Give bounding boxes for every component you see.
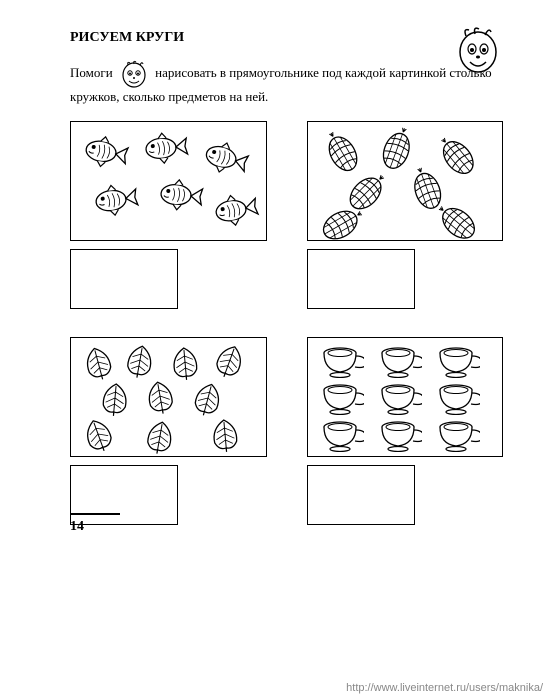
page-number: 14	[70, 519, 84, 535]
cup-box-answer[interactable]	[307, 465, 415, 525]
fish-box	[70, 121, 267, 241]
cup-icon	[434, 346, 480, 378]
leaf-icon	[138, 415, 182, 457]
leaf-icon	[185, 376, 231, 421]
cup-box	[307, 337, 504, 457]
cup-icon	[376, 346, 422, 378]
exercise-grid	[70, 121, 503, 543]
fish-icon	[78, 130, 132, 174]
footer-url: http://www.liveinternet.ru/users/maknika…	[346, 682, 543, 694]
leaf-icon	[74, 410, 122, 456]
leaf-icon	[95, 378, 136, 417]
cup-icon	[376, 383, 422, 415]
cup-icon	[434, 420, 480, 452]
pinecone-icon	[371, 122, 422, 176]
cup-icon	[434, 383, 480, 415]
fish-icon	[140, 128, 191, 168]
pinecone-box-cell	[307, 121, 504, 327]
page-title: РИСУЕМ КРУГИ	[70, 30, 503, 46]
fish-icon	[208, 188, 262, 232]
fish-box-cell	[70, 121, 267, 327]
fish-icon	[155, 175, 206, 215]
cup-icon	[318, 346, 364, 378]
page-number-rule	[70, 513, 120, 515]
cup-icon	[318, 383, 364, 415]
instruction-text: Помоги нарисовать в прямоугольнике под к…	[70, 60, 503, 107]
leaf-icon	[206, 337, 254, 383]
fish-box-answer[interactable]	[70, 249, 178, 309]
leaf-icon	[118, 339, 162, 381]
fish-icon	[197, 134, 253, 181]
mascot-face-inline	[119, 60, 149, 88]
cup-icon	[318, 420, 364, 452]
leaf-box	[70, 337, 267, 457]
fish-icon	[89, 179, 142, 221]
leaf-icon	[205, 414, 246, 453]
pinecone-box-answer[interactable]	[307, 249, 415, 309]
pinecone-box	[307, 121, 504, 241]
cup-icon	[376, 420, 422, 452]
instruction-before: Помоги	[70, 65, 113, 80]
leaf-icon	[138, 375, 182, 417]
worksheet-page: РИСУЕМ КРУГИ Помоги нарисовать в прямоуг…	[0, 0, 553, 563]
leaf-box-answer[interactable]	[70, 465, 178, 525]
cup-box-cell	[307, 337, 504, 543]
